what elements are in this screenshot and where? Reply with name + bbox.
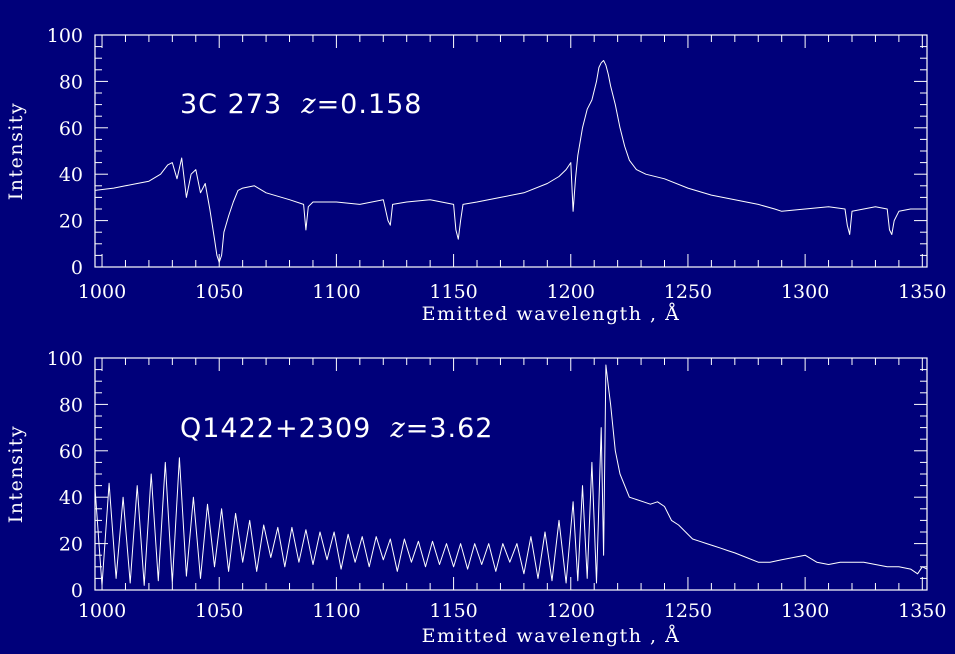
annotation-gap [371, 413, 390, 444]
redshift-value: =3.62 [406, 413, 494, 444]
x-tick-label: 1150 [429, 281, 477, 303]
y-tick-label: 0 [71, 257, 83, 279]
x-tick-label: 1050 [195, 281, 243, 303]
x-tick-label: 1000 [78, 281, 126, 303]
x-tick-label: 1250 [664, 600, 712, 622]
x-tick-label: 1100 [312, 281, 360, 303]
annotation-gap [282, 89, 301, 120]
x-tick-label: 1150 [429, 600, 477, 622]
x-tick-label: 1200 [547, 600, 595, 622]
spectrum-annotation: Q1422+2309 z=3.62 [180, 413, 493, 444]
redshift-symbol: z [389, 413, 405, 444]
spectrum-line-2-1 [94, 364, 928, 586]
y-axis-label: Intensity [5, 425, 27, 524]
x-tick-label: 1100 [312, 600, 360, 622]
y-tick-label: 20 [59, 211, 83, 233]
y-tick-label: 60 [59, 441, 83, 463]
x-tick-label: 1000 [78, 600, 126, 622]
plot-frame [94, 34, 928, 268]
y-tick-label: 80 [59, 71, 83, 93]
y-tick-label: 40 [59, 164, 83, 186]
panel-1: 1000 1050 1100 1150 1200 1250 1300 1350 0 20 40 60 8… [5, 25, 946, 325]
x-tick-label: 1350 [898, 600, 946, 622]
x-tick-label: 1350 [898, 281, 946, 303]
x-tick-label: 1250 [664, 281, 712, 303]
y-tick-label: 60 [59, 118, 83, 140]
redshift-value: =0.158 [317, 89, 423, 120]
x-tick-label: 1300 [781, 281, 829, 303]
y-tick-label: 80 [59, 394, 83, 416]
y-tick-label: 40 [59, 487, 83, 509]
y-tick-label: 20 [59, 534, 83, 556]
spectrum-line-1-1 [94, 60, 927, 263]
object-name: Q1422+2309 [180, 413, 371, 444]
x-tick-label: 1200 [547, 281, 595, 303]
panel-2: 1000 1050 1100 1150 1200 1250 1300 1350 0 20 40 60 8… [5, 348, 946, 647]
plot-frame [94, 357, 928, 591]
x-axis-label: Emitted wavelength , Å [422, 303, 681, 325]
spectrum-annotation: 3C 273 z=0.158 [180, 89, 422, 120]
x-axis-label: Emitted wavelength , Å [422, 625, 681, 647]
y-axis-label: Intensity [5, 102, 27, 201]
redshift-symbol: z [300, 89, 316, 120]
x-tick-label: 1300 [781, 600, 829, 622]
y-tick-label: 0 [71, 580, 83, 602]
y-tick-label: 100 [47, 25, 83, 47]
y-tick-label: 100 [47, 348, 83, 370]
object-name: 3C 273 [180, 89, 282, 120]
x-tick-label: 1050 [195, 600, 243, 622]
